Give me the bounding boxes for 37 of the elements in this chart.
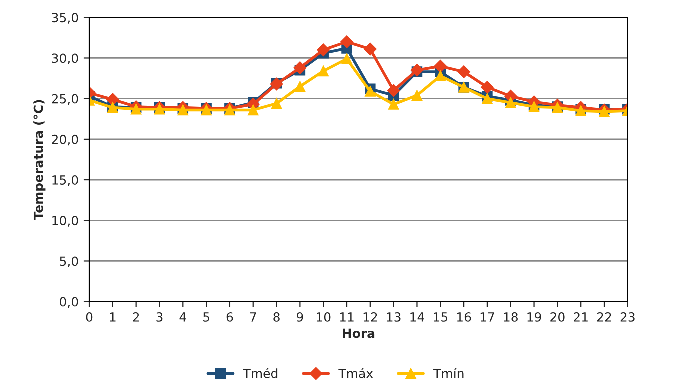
y-tick-label: 10,0 <box>52 216 78 227</box>
legend-label: Tmín <box>434 368 464 378</box>
x-tick-label: 18 <box>504 312 518 322</box>
x-axis-title: Hora <box>343 328 375 338</box>
x-tick-label: 2 <box>133 312 140 322</box>
y-tick-label: 30,0 <box>52 54 78 64</box>
x-tick-label: 11 <box>340 312 354 322</box>
y-axis-title: Temperatura (°C) <box>34 100 46 220</box>
y-tick-label: 15,0 <box>52 176 78 186</box>
x-tick-label: 19 <box>528 312 542 322</box>
x-tick-label: 12 <box>364 312 378 322</box>
y-tick-label: 0,0 <box>60 297 78 308</box>
x-tick-label: 6 <box>226 312 234 322</box>
x-tick-label: 23 <box>620 312 635 322</box>
x-tick-label: 15 <box>434 312 448 322</box>
x-tick-label: 14 <box>410 312 424 322</box>
x-tick-label: 5 <box>204 312 210 322</box>
x-tick-label: 3 <box>156 312 163 322</box>
y-tick-label: 5,0 <box>60 256 78 268</box>
legend-label: Tméd <box>243 368 278 378</box>
x-tick-label: 9 <box>297 312 304 322</box>
x-tick-label: 8 <box>274 312 280 322</box>
x-tick-label: 7 <box>250 312 256 322</box>
x-tick-label: 16 <box>457 312 472 322</box>
x-tick-label: 22 <box>597 312 612 322</box>
x-tick-label: 1 <box>110 312 116 322</box>
x-tick-label: 0 <box>86 312 93 322</box>
x-tick-label: 10 <box>317 312 331 322</box>
y-tick-label: 25,0 <box>52 94 78 106</box>
x-tick-label: 4 <box>180 312 186 322</box>
x-tick-label: 17 <box>480 312 494 322</box>
legend-label: Tmáx <box>338 368 374 378</box>
y-tick-label: 35,0 <box>52 13 78 24</box>
x-tick-label: 21 <box>574 312 588 322</box>
y-tick-label: 20,0 <box>52 134 78 146</box>
x-tick-label: 20 <box>550 312 565 322</box>
x-tick-label: 13 <box>387 312 401 322</box>
